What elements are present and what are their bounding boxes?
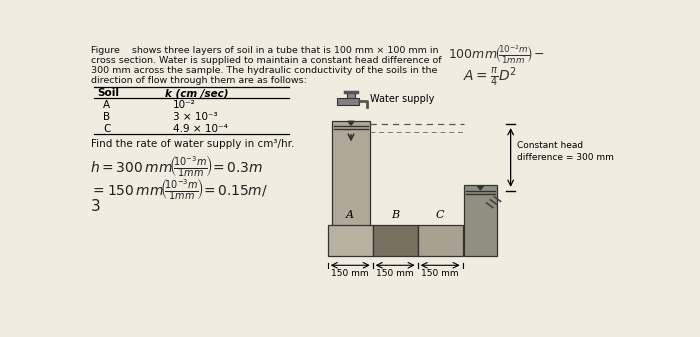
- Text: direction of flow through them are as follows:: direction of flow through them are as fo…: [92, 76, 307, 85]
- Text: Figure    shows three layers of soil in a tube that is 100 mm × 100 mm in: Figure shows three layers of soil in a t…: [92, 46, 439, 55]
- Text: $A=\frac{\pi}{4}D^{2}$: $A=\frac{\pi}{4}D^{2}$: [463, 66, 517, 89]
- Text: 150 mm: 150 mm: [331, 269, 369, 278]
- Bar: [347, 92, 355, 98]
- Text: 300 mm across the sample. The hydraulic conductivity of the soils in the: 300 mm across the sample. The hydraulic …: [92, 66, 438, 75]
- Polygon shape: [477, 186, 484, 190]
- Text: $=150\,mm\!\left(\!\frac{10^{-3}m}{1mm}\!\right)\!=0.15m/$: $=150\,mm\!\left(\!\frac{10^{-3}m}{1mm}\…: [90, 176, 268, 202]
- Text: 10⁻²: 10⁻²: [173, 100, 195, 111]
- Text: Water supply: Water supply: [370, 94, 435, 103]
- Text: C: C: [103, 124, 111, 133]
- Bar: [337, 98, 358, 105]
- Text: $100mm\!\left(\!\frac{10^{-2}m}{1mm}\!\right)\!-$: $100mm\!\left(\!\frac{10^{-2}m}{1mm}\!\r…: [448, 44, 545, 66]
- Bar: [328, 225, 372, 256]
- Text: B: B: [391, 210, 399, 220]
- Text: 4.9 × 10⁻⁴: 4.9 × 10⁻⁴: [173, 124, 228, 133]
- Text: Constant head
difference = 300 mm: Constant head difference = 300 mm: [517, 141, 614, 162]
- Text: 3 × 10⁻³: 3 × 10⁻³: [173, 112, 218, 122]
- Text: cross section. Water is supplied to maintain a constant head difference of: cross section. Water is supplied to main…: [92, 56, 442, 65]
- Text: A: A: [346, 210, 354, 220]
- Polygon shape: [348, 121, 354, 125]
- Bar: [464, 185, 497, 256]
- Text: 150 mm: 150 mm: [377, 269, 414, 278]
- Text: $3$: $3$: [90, 197, 100, 214]
- Bar: [332, 121, 370, 231]
- Text: 150 mm: 150 mm: [421, 269, 459, 278]
- Bar: [418, 225, 463, 256]
- Bar: [372, 225, 418, 256]
- Text: C: C: [436, 210, 445, 220]
- Text: A: A: [103, 100, 110, 111]
- Text: B: B: [103, 112, 110, 122]
- Text: k (cm /sec): k (cm /sec): [165, 88, 228, 98]
- Text: Soil: Soil: [97, 88, 120, 98]
- Text: Find the rate of water supply in cm³/hr.: Find the rate of water supply in cm³/hr.: [92, 139, 295, 149]
- Text: $h = 300\,mm\!\left(\!\frac{10^{-3}m}{1mm}\!\right)\!=0.3m$: $h = 300\,mm\!\left(\!\frac{10^{-3}m}{1m…: [90, 153, 262, 179]
